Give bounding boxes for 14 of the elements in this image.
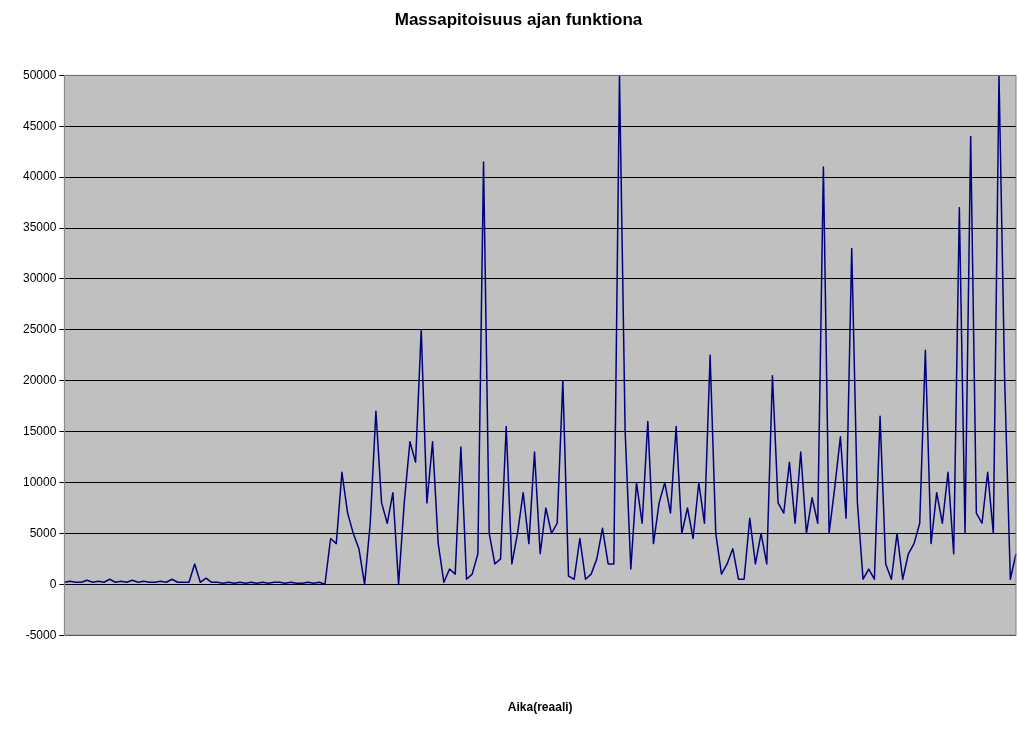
y-tick-label: 20000 xyxy=(22,373,57,388)
y-tick-label: 45000 xyxy=(22,118,57,133)
x-axis-title: Aika(reaali) xyxy=(507,700,573,715)
y-tick-label: 5000 xyxy=(29,525,57,540)
y-tick-label: 0 xyxy=(49,576,57,591)
y-tick-label: 30000 xyxy=(22,271,57,286)
y-tick-label: 10000 xyxy=(22,474,57,489)
y-tick-label: 25000 xyxy=(22,322,57,337)
y-tick-label: 15000 xyxy=(22,423,57,438)
y-tick-label: -5000 xyxy=(25,627,57,642)
y-tick-label: 40000 xyxy=(22,169,57,184)
y-tick-label: 35000 xyxy=(22,220,57,235)
chart-title: Massapitoisuus ajan funktiona xyxy=(394,9,643,29)
y-tick-label: 50000 xyxy=(22,67,57,82)
